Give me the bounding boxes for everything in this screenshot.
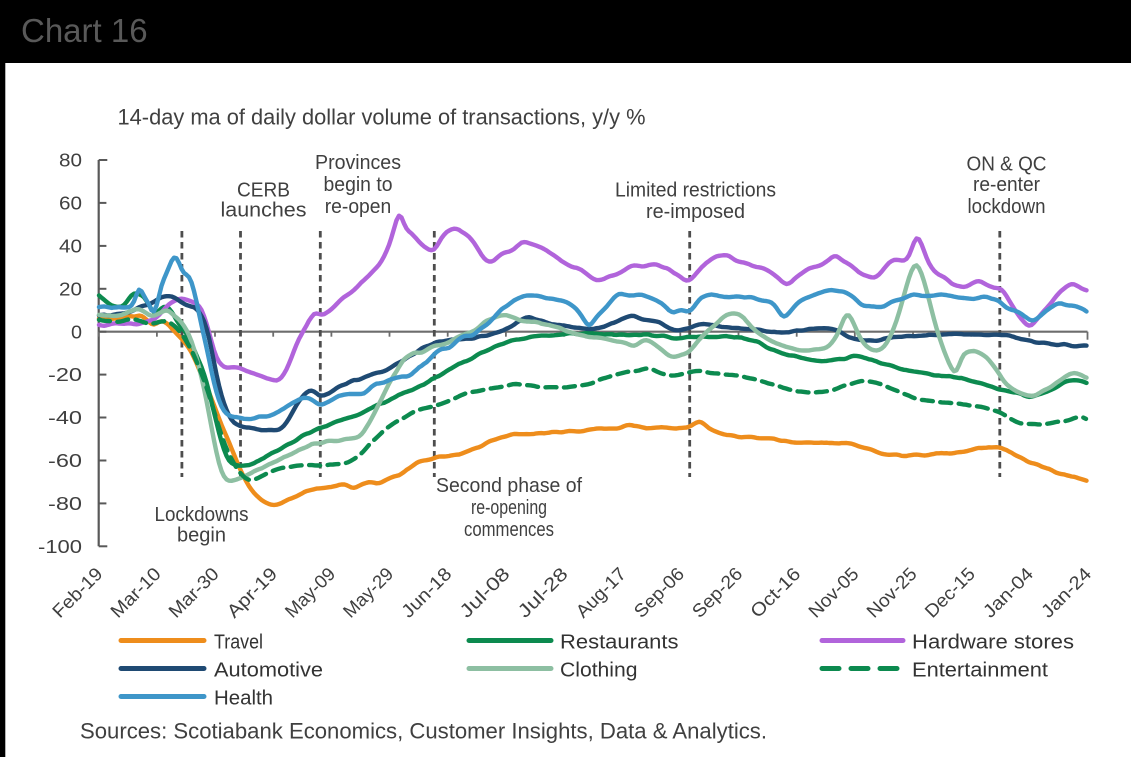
svg-text:Hardware stores: Hardware stores xyxy=(912,632,1074,654)
svg-text:20: 20 xyxy=(59,278,82,299)
svg-text:Lockdowns: Lockdowns xyxy=(155,503,249,526)
svg-text:ON & QC: ON & QC xyxy=(967,153,1047,176)
svg-text:Chart 16: Chart 16 xyxy=(21,12,148,49)
svg-text:Health: Health xyxy=(214,688,273,710)
svg-text:60: 60 xyxy=(59,193,82,214)
svg-text:CERB: CERB xyxy=(237,179,290,202)
svg-text:-20: -20 xyxy=(48,364,82,385)
svg-text:-100: -100 xyxy=(38,536,82,557)
svg-text:begin: begin xyxy=(177,524,226,547)
svg-text:Clothing: Clothing xyxy=(560,660,638,682)
svg-text:commences: commences xyxy=(464,518,554,541)
svg-text:begin to: begin to xyxy=(324,173,393,196)
svg-text:-80: -80 xyxy=(48,493,82,514)
svg-text:Automotive: Automotive xyxy=(214,660,323,682)
svg-text:Sources: Scotiabank Economics,: Sources: Scotiabank Economics, Customer … xyxy=(80,719,767,744)
svg-text:-40: -40 xyxy=(48,407,82,428)
svg-text:Provinces: Provinces xyxy=(315,151,401,174)
svg-text:80: 80 xyxy=(59,150,82,171)
svg-text:40: 40 xyxy=(59,236,82,257)
svg-text:re-imposed: re-imposed xyxy=(646,200,745,223)
svg-text:Travel: Travel xyxy=(214,632,263,654)
svg-text:re-opening: re-opening xyxy=(471,496,547,519)
svg-text:Second phase of: Second phase of xyxy=(436,474,582,497)
svg-text:0: 0 xyxy=(71,321,82,342)
svg-text:-60: -60 xyxy=(48,450,82,471)
svg-text:lockdown: lockdown xyxy=(968,195,1046,218)
svg-text:launches: launches xyxy=(221,199,307,222)
svg-text:Restaurants: Restaurants xyxy=(560,632,679,654)
svg-text:14-day ma of daily dollar volu: 14-day ma of daily dollar volume of tran… xyxy=(118,105,646,130)
svg-text:re-open: re-open xyxy=(325,195,392,218)
svg-text:re-enter: re-enter xyxy=(973,173,1040,196)
svg-text:Limited restrictions: Limited restrictions xyxy=(615,179,776,202)
svg-text:Entertainment: Entertainment xyxy=(912,660,1048,682)
